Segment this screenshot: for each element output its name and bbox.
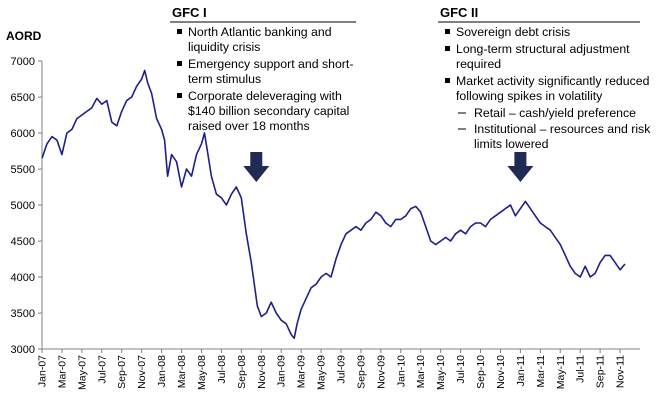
- gfc-1-bullets: North Atlantic banking and liquidity cri…: [177, 25, 353, 133]
- x-tick-label: Jan-09: [276, 355, 288, 387]
- y-tick-label: 7000: [11, 56, 35, 68]
- x-tick-label: May-08: [196, 355, 208, 390]
- x-tick-label: Nov-11: [615, 355, 627, 388]
- x-tick-label: Sep-11: [595, 355, 607, 388]
- y-tick-label: 5500: [11, 164, 35, 176]
- y-tick-label: 4000: [11, 272, 35, 284]
- gfc-2-arrow-icon: [507, 152, 534, 182]
- y-tick-label: 6500: [11, 92, 35, 104]
- gfc-2-bullet-2-line-1: Long-term structural adjustment: [456, 42, 630, 56]
- gfc-1-bullet-marker-3: [177, 93, 182, 98]
- gfc-2-sub-bullet-2-line-1: Institutional – resources and risk: [474, 122, 651, 136]
- x-tick-label: Mar-07: [56, 355, 68, 388]
- gfc-2-sub-bullet-1-line-1: Retail – cash/yield preference: [474, 106, 636, 120]
- y-axis-title: AORD: [6, 29, 42, 43]
- x-tick-label: Mar-10: [415, 355, 427, 388]
- gfc-2-bullet-marker-3: [445, 78, 450, 83]
- gfc-1-bullet-3-line-2: $140 billion secondary capital: [188, 104, 349, 118]
- arrow-markers: [243, 152, 534, 182]
- gfc-2-annotation: GFC II Sovereign debt crisis Long-term s…: [438, 5, 651, 151]
- x-tick-label: Sep-07: [116, 355, 128, 389]
- x-tick-label: Sep-09: [355, 355, 367, 389]
- gfc-2-bullet-marker-2: [445, 46, 450, 51]
- x-tick-label: Jan-10: [395, 355, 407, 387]
- x-tick-label: Mar-09: [296, 355, 308, 388]
- x-tick-label: Jan-08: [156, 355, 168, 387]
- x-axis-ticks: Jan-07 Mar-07 May-07 Jul-07 Sep-07 Nov-07 Jan-…: [37, 349, 627, 390]
- gfc-1-bullet-3-line-3: raised over 18 months: [188, 119, 310, 133]
- x-tick-label: May-07: [76, 355, 88, 390]
- gfc-2-bullet-3-line-2: following spikes in volatility: [456, 89, 603, 103]
- gfc-2-bullet-1-line-1: Sovereign debt crisis: [456, 25, 570, 39]
- x-tick-label: Nov-08: [256, 355, 268, 389]
- x-tick-label: Nov-10: [495, 355, 507, 389]
- x-tick-label: Jul-09: [336, 355, 348, 384]
- gfc-1-annotation: GFC I North Atlantic banking and liquidi…: [170, 5, 356, 133]
- gfc-1-bullet-marker-1: [177, 29, 182, 34]
- x-tick-label: Jul-10: [455, 355, 467, 384]
- gfc-1-bullet-marker-2: [177, 61, 182, 66]
- x-tick-label: Nov-07: [136, 355, 148, 389]
- x-tick-label: Mar-08: [176, 355, 188, 388]
- gfc-1-arrow-icon: [243, 152, 270, 182]
- gfc-1-title: GFC I: [172, 5, 207, 20]
- gfc-2-bullet-3-line-1: Market activity significantly reduced: [456, 74, 650, 88]
- y-tick-label: 3000: [11, 344, 35, 356]
- x-tick-label: Jul-11: [575, 355, 587, 383]
- gfc-2-title: GFC II: [440, 5, 478, 20]
- x-tick-label: Jul-08: [216, 355, 228, 384]
- x-tick-label: Jan-11: [515, 355, 527, 386]
- x-tick-label: Sep-08: [236, 355, 248, 389]
- x-tick-label: May-11: [555, 355, 567, 389]
- x-tick-label: Jul-07: [96, 355, 108, 384]
- y-tick-label: 3500: [11, 308, 35, 320]
- y-tick-label: 5000: [11, 200, 35, 212]
- x-tick-label: Nov-09: [375, 355, 387, 389]
- x-tick-label: May-10: [435, 355, 447, 390]
- gfc-1-bullet-2-line-1: Emergency support and short-: [188, 57, 353, 71]
- y-axis-ticks: 3000 3500 4000 4500 5000 5500 6000 6500 7000: [11, 56, 42, 356]
- gfc-2-sub-bullet-2-line-2: limits lowered: [474, 137, 549, 151]
- gfc-2-bullet-2-line-2: required: [456, 57, 501, 71]
- gfc-2-bullet-marker-1: [445, 29, 450, 34]
- gfc-1-bullet-1-line-2: liquidity crisis: [188, 40, 260, 54]
- x-tick-label: Sep-10: [475, 355, 487, 389]
- x-tick-label: May-09: [316, 355, 328, 390]
- aord-series-line: [41, 69, 626, 339]
- y-tick-label: 4500: [11, 236, 35, 248]
- gfc-2-bullets: Sovereign debt crisis Long-term structur…: [445, 25, 651, 151]
- gfc-1-bullet-2-line-2: term stimulus: [188, 72, 261, 86]
- x-tick-label: Mar-11: [535, 355, 547, 388]
- y-tick-label: 6000: [11, 128, 35, 140]
- gfc-1-bullet-3-line-1: Corporate deleveraging with: [188, 89, 342, 103]
- x-tick-label: Jan-07: [37, 355, 49, 387]
- gfc-1-bullet-1-line-1: North Atlantic banking and: [188, 25, 332, 39]
